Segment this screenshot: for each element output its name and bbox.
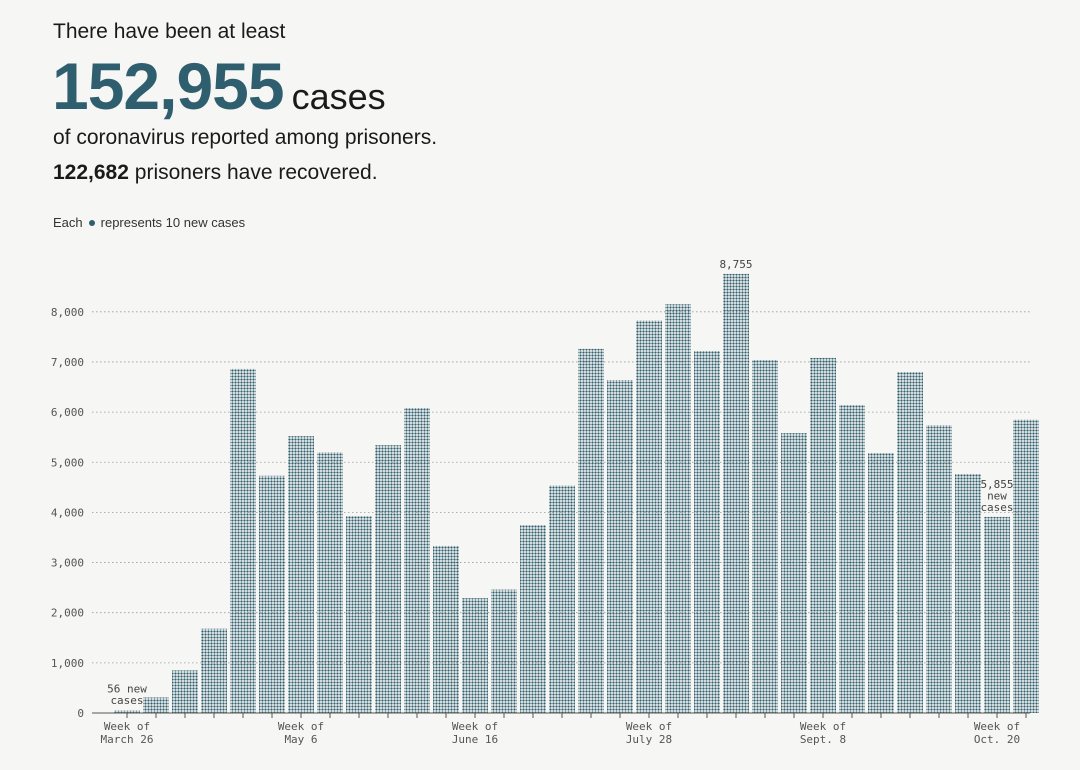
- y-tick-label: 1,000: [51, 657, 84, 670]
- dot-bar: [201, 628, 227, 713]
- bar-annotation: 56 new cases: [107, 683, 147, 708]
- dot-bar: [868, 453, 894, 713]
- legend-suffix: represents 10 new cases: [100, 215, 246, 230]
- dot-bar: [636, 320, 662, 713]
- bar-annotation: 5,855 new cases: [980, 478, 1013, 514]
- dot-bar: [143, 697, 169, 713]
- dot-icon: [88, 219, 95, 226]
- dot-bar: [317, 452, 343, 713]
- dot-bar: [955, 473, 981, 713]
- x-tick-label: Week of May 6: [278, 720, 324, 746]
- dot-bar: [288, 436, 314, 713]
- recovered-text: prisoners have recovered.: [134, 161, 378, 184]
- dot-bar: [607, 380, 633, 713]
- dot-bar: [462, 598, 488, 713]
- recovered-number: 122,682: [53, 161, 129, 184]
- dot-bar: [259, 475, 285, 713]
- dot-bar: [926, 425, 952, 713]
- recovered-line: 122,682 prisoners have recovered.: [53, 161, 378, 185]
- dot-bar: [984, 516, 1010, 713]
- total-cases-number: 152,955: [52, 49, 285, 123]
- cases-word: cases: [291, 76, 386, 117]
- legend: Each represents 10 new cases: [53, 215, 245, 230]
- x-tick-label: Week of Sept. 8: [800, 720, 846, 746]
- dot-bar: [404, 408, 430, 713]
- legend-prefix: Each: [53, 215, 83, 230]
- dot-bar: [491, 589, 517, 713]
- dot-bar: [752, 359, 778, 713]
- y-tick-label: 4,000: [51, 506, 84, 519]
- dot-bar: [230, 368, 256, 713]
- dot-bar: [810, 357, 836, 713]
- subtitle-text: of coronavirus reported among prisoners.: [53, 126, 438, 149]
- dot-bar: [375, 445, 401, 713]
- y-tick-label: 2,000: [51, 607, 84, 620]
- y-tick-label: 0: [77, 707, 84, 720]
- x-tick-label: Week of July 28: [626, 720, 672, 746]
- dot-bar: [1013, 419, 1039, 713]
- y-tick-label: 6,000: [51, 406, 84, 419]
- y-tick-label: 8,000: [51, 306, 84, 319]
- dot-bar: [172, 670, 198, 713]
- dot-bar: [549, 485, 575, 713]
- dot-bar: [665, 304, 691, 713]
- total-cases-line: 152,955 cases: [52, 48, 386, 124]
- dot-bar: [781, 433, 807, 713]
- bar-annotation: 8,755: [719, 258, 752, 271]
- x-tick-label: Week of Oct. 20: [974, 720, 1020, 746]
- dot-bar: [723, 273, 749, 713]
- y-tick-label: 5,000: [51, 456, 84, 469]
- dot-bar: [839, 405, 865, 713]
- dot-bar: [520, 525, 546, 713]
- dot-bar: [114, 710, 140, 713]
- dot-bar: [346, 516, 372, 713]
- y-tick-label: 7,000: [51, 356, 84, 369]
- x-tick-label: Week of June 16: [452, 720, 498, 746]
- intro-text: There have been at least: [53, 20, 286, 43]
- x-tick-label: Week of March 26: [101, 720, 154, 746]
- dot-bar: [433, 545, 459, 713]
- dot-bar: [897, 371, 923, 713]
- y-tick-label: 3,000: [51, 557, 84, 570]
- dot-bar: [578, 348, 604, 713]
- dot-bar: [694, 350, 720, 713]
